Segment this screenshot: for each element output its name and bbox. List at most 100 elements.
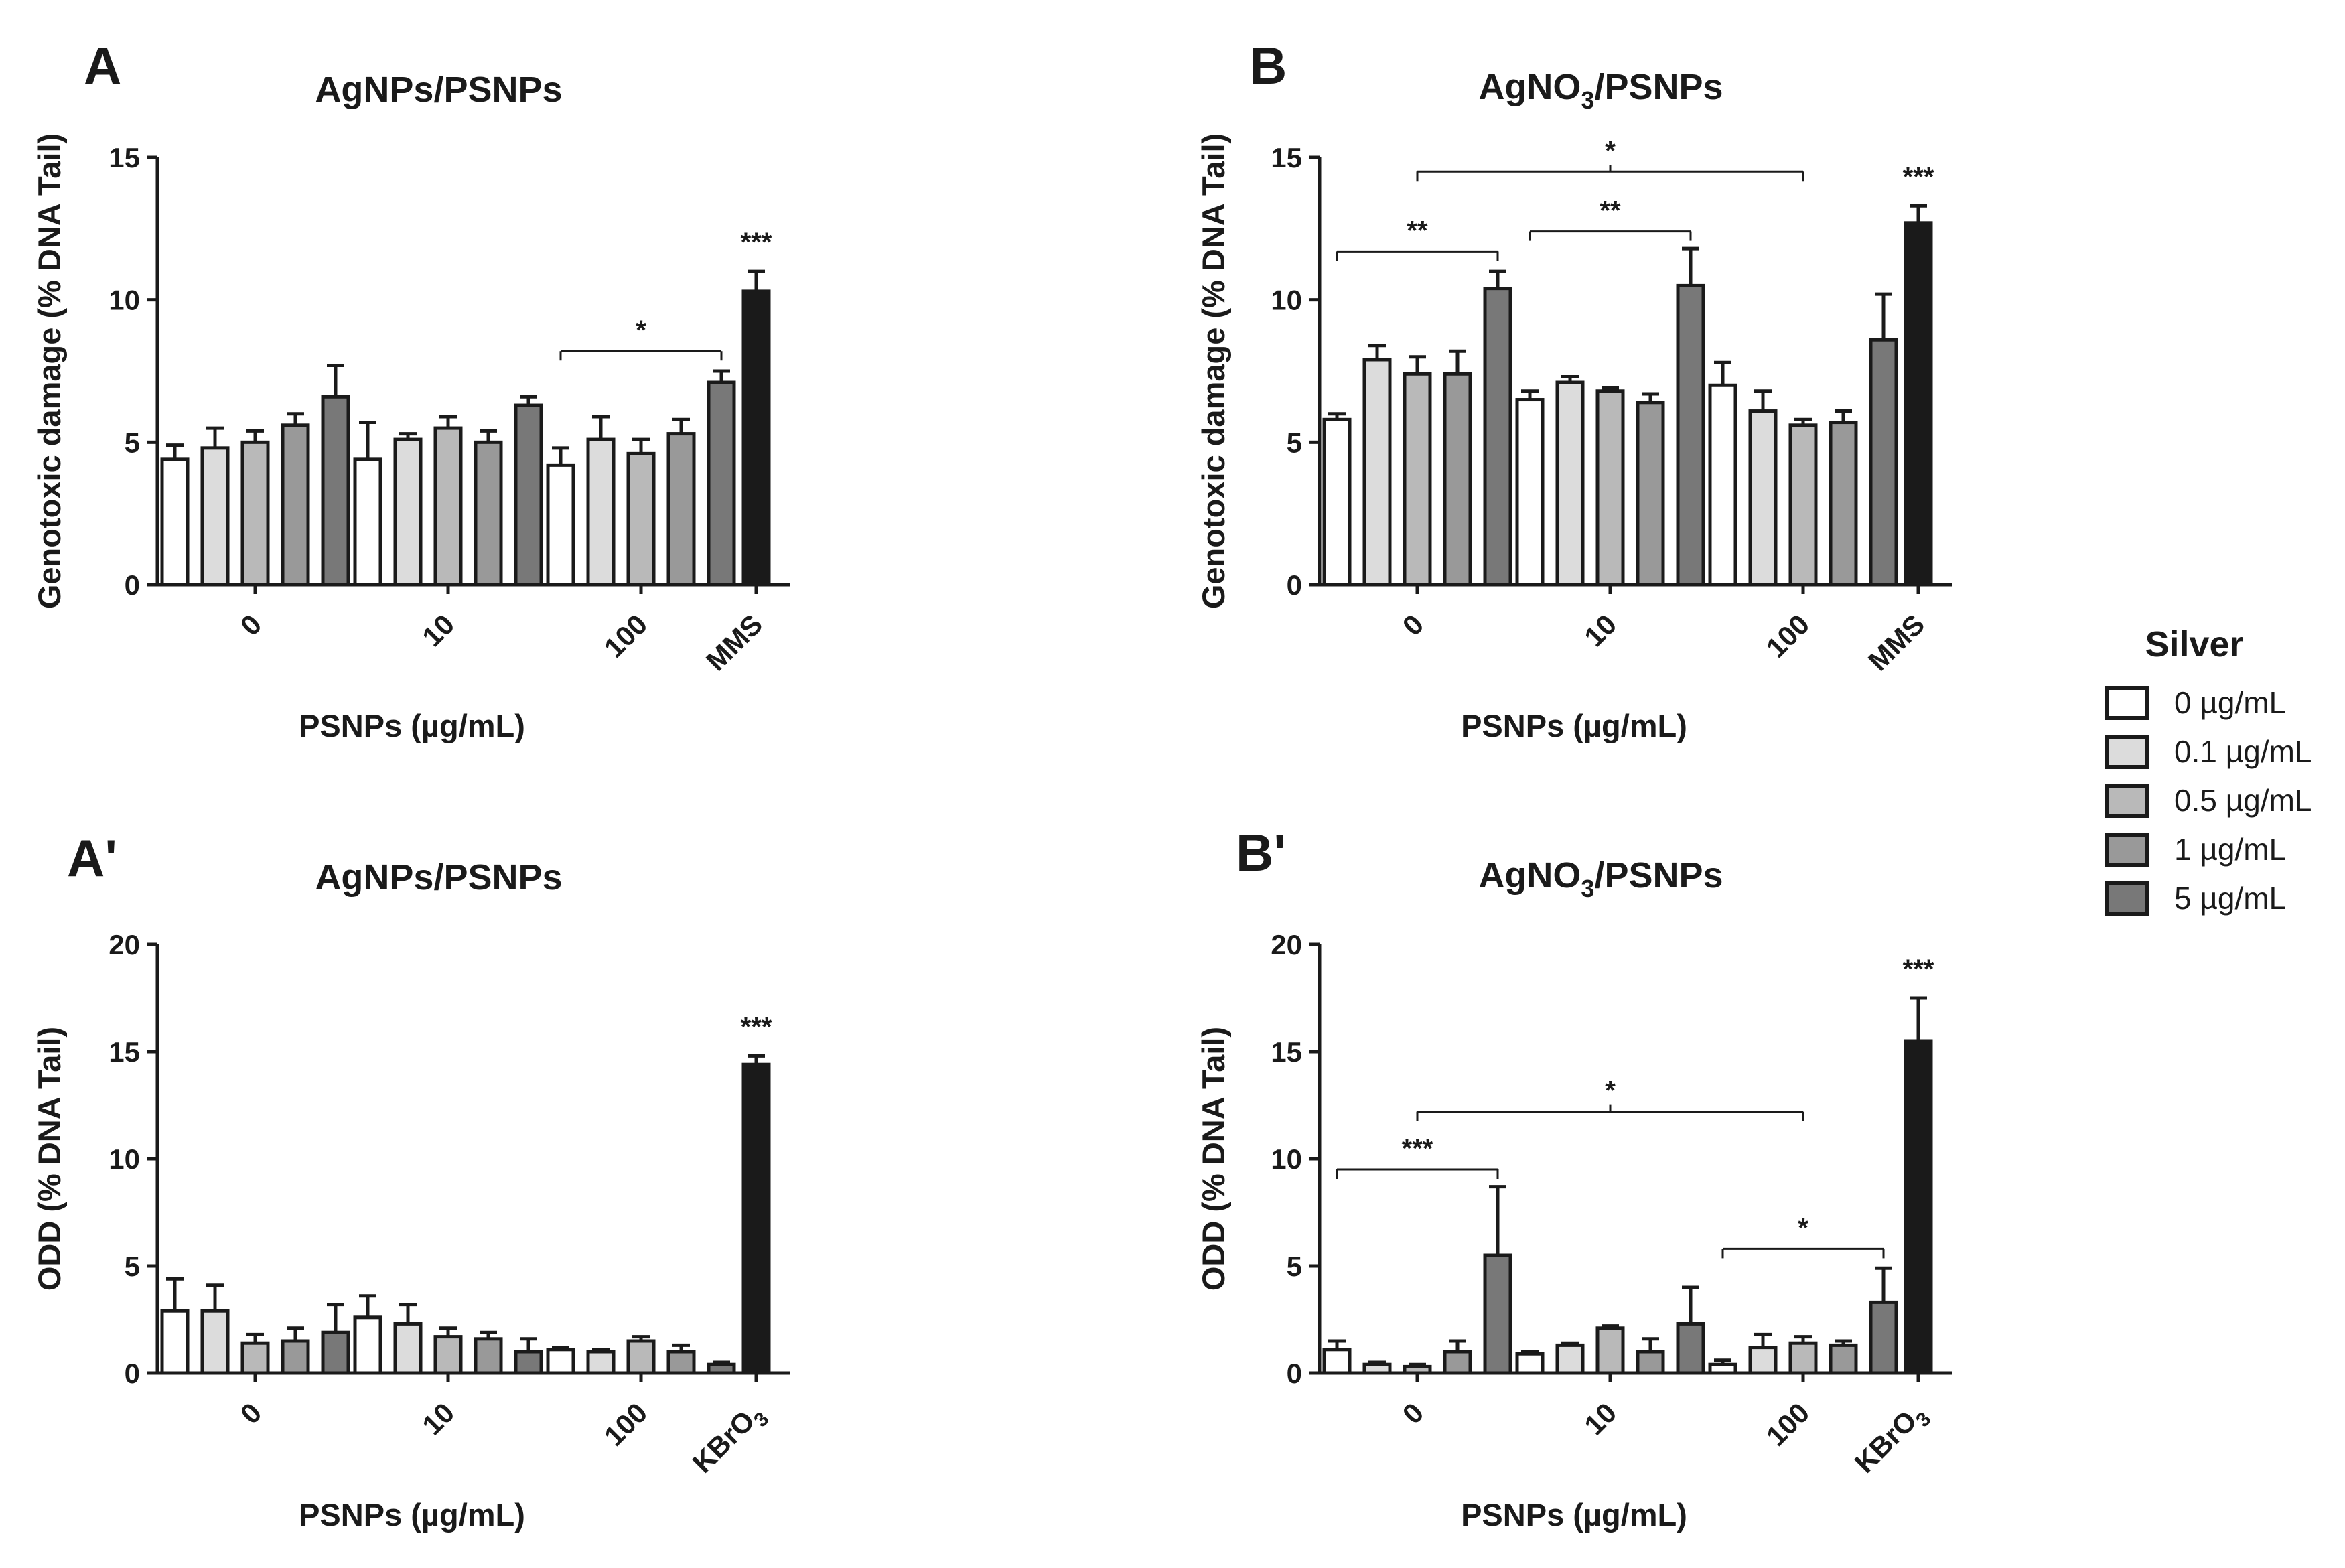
control-bar: [741, 1062, 771, 1375]
bracket-label: **: [1600, 196, 1621, 226]
bracket-label: *: [636, 315, 646, 345]
bracket-label: **: [1407, 216, 1428, 245]
bar: [1515, 1352, 1545, 1375]
x-tick-label: 0: [1397, 1397, 1430, 1430]
y-tick-label: 10: [1271, 1143, 1302, 1175]
panel-title: AgNO3/PSNPs: [1478, 67, 1723, 114]
bar: [1595, 1326, 1625, 1375]
panel-title-sub: 3: [1581, 86, 1594, 114]
legend-label: 0.1 µg/mL: [2174, 734, 2312, 769]
control-label: KBrO3: [1849, 1397, 1936, 1484]
bar: [1443, 1350, 1472, 1375]
control-bar: [741, 289, 771, 587]
y-tick-label: 15: [1271, 1036, 1302, 1068]
y-tick-label: 5: [1287, 1251, 1302, 1282]
bar: [1829, 1343, 1858, 1375]
bar: [626, 1339, 656, 1375]
bracket-label: ***: [1402, 1134, 1433, 1163]
bar: [1708, 1362, 1737, 1375]
y-tick-label: 20: [109, 929, 140, 960]
bar: [1748, 1346, 1778, 1375]
bar: [321, 395, 350, 587]
x-tick-label: 100: [598, 608, 654, 664]
bar: [1483, 1253, 1512, 1375]
y-tick-label: 10: [1271, 285, 1302, 316]
bar: [240, 440, 270, 587]
bar: [1636, 1350, 1665, 1375]
y-axis-label: Genotoxic damage (% DNA Tail): [31, 133, 67, 609]
panel-title-tail: /PSNPs: [1594, 855, 1723, 896]
panel-title: AgNPs/PSNPs: [315, 857, 562, 898]
x-tick-label: 10: [1578, 1397, 1622, 1441]
bar: [393, 437, 423, 587]
bracket-label: *: [1798, 1213, 1808, 1242]
bar: [1676, 1322, 1705, 1375]
x-axis-label: PSNPs (µg/mL): [1461, 1497, 1687, 1533]
y-tick-label: 5: [125, 427, 140, 458]
significance-label: ***: [741, 228, 772, 257]
y-axis-label: ODD (% DNA Tail): [31, 1027, 67, 1291]
x-axis-label: PSNPs (µg/mL): [1461, 708, 1687, 743]
significance-label: ***: [741, 1012, 772, 1042]
bar: [1555, 1343, 1585, 1375]
y-tick-label: 15: [1271, 142, 1302, 173]
panel-B: B AgNO3/PSNPs Genotoxic damage (% DNA Tail…: [1196, 36, 1952, 743]
y-tick-label: 0: [125, 1358, 140, 1389]
bar: [1362, 1362, 1392, 1375]
y-tick-label: 0: [1287, 1358, 1302, 1389]
y-axis-label: ODD (% DNA Tail): [1196, 1027, 1231, 1291]
legend-title: Silver: [2145, 624, 2243, 664]
bar: [1829, 421, 1858, 587]
bar: [586, 1350, 616, 1375]
x-tick-label: 0: [234, 1397, 268, 1430]
bar: [586, 437, 616, 587]
x-tick-label: 10: [416, 1397, 460, 1441]
panel-Aprime: A' AgNPs/PSNPs ODD (% DNA Tail) PSNPs (µg/m…: [31, 829, 790, 1533]
bar: [433, 426, 463, 587]
bar: [200, 446, 230, 587]
bar: [393, 1322, 423, 1375]
bar: [1869, 338, 1898, 587]
y-tick-label: 0: [125, 569, 140, 601]
control-bar: [1904, 221, 1933, 587]
y-tick-label: 5: [1287, 427, 1302, 458]
bar: [666, 1350, 696, 1375]
y-tick-label: 20: [1271, 929, 1302, 960]
bar: [1322, 417, 1352, 587]
bar: [514, 403, 543, 587]
panel-Bprime: B' AgNO3/PSNPs ODD (% DNA Tail) PSNPs (µg/m…: [1196, 823, 1952, 1533]
bar: [1636, 401, 1665, 587]
bar: [546, 1348, 575, 1375]
legend-swatch: [2105, 686, 2149, 720]
control-label: MMS: [700, 608, 769, 677]
panel-title-sub: 3: [1581, 875, 1594, 902]
bar: [1676, 283, 1705, 587]
bar: [666, 432, 696, 587]
bar: [433, 1335, 463, 1375]
x-tick-label: 100: [1760, 1397, 1816, 1452]
bar: [281, 423, 310, 587]
legend-swatch: [2105, 784, 2149, 818]
bar: [321, 1330, 350, 1375]
bar: [1362, 358, 1392, 587]
legend-label: 5 µg/mL: [2174, 881, 2286, 916]
bar: [281, 1339, 310, 1375]
y-tick-label: 10: [109, 1143, 140, 1175]
control-label: MMS: [1862, 608, 1931, 677]
legend-label: 0.5 µg/mL: [2174, 783, 2312, 818]
bar: [353, 457, 382, 587]
panel-title: AgNO3/PSNPs: [1478, 855, 1723, 902]
panel-letter: B': [1236, 823, 1286, 882]
panel-title-main: AgNO: [1478, 67, 1581, 107]
y-axis-label: Genotoxic damage (% DNA Tail): [1196, 133, 1231, 609]
bar: [1403, 372, 1432, 587]
legend: Silver 0 µg/mL 0.1 µg/mL 0.5 µg/mL 1 µg/mL 5 …: [2105, 624, 2312, 916]
bar: [353, 1315, 382, 1375]
panel-letter: A: [84, 36, 121, 95]
legend-swatch: [2105, 833, 2149, 867]
bar: [707, 1362, 736, 1375]
panel-letter: A': [67, 829, 117, 887]
bar: [626, 451, 656, 587]
x-tick-label: 10: [1578, 608, 1622, 652]
bar: [160, 457, 190, 587]
